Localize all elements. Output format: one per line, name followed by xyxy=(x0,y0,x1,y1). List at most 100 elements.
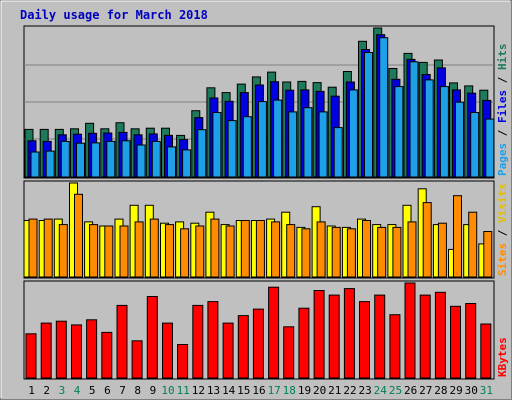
bar-pages-day-21 xyxy=(333,127,343,178)
bar-sites-day-28 xyxy=(437,222,447,278)
bar-pages-day-3 xyxy=(60,140,70,178)
x-tick-label-day-22: 22 xyxy=(343,384,356,397)
bar-sites-day-23 xyxy=(362,220,371,278)
x-tick-label-day-16: 16 xyxy=(252,384,265,397)
x-tick-label-day-5: 5 xyxy=(89,384,96,397)
panel-visits: Sites / Visits xyxy=(23,180,509,279)
panel-hits-legend-text: Pages / Files / Hits xyxy=(496,44,509,177)
series-sites xyxy=(28,193,493,278)
bar-kbytes-day-28 xyxy=(434,291,446,379)
bar-sites-day-31 xyxy=(483,231,493,278)
bar-pages-day-31 xyxy=(485,118,495,178)
bar-pages-day-1 xyxy=(30,151,40,178)
x-tick-label-day-1: 1 xyxy=(28,384,35,397)
bar-pages-day-12 xyxy=(197,129,207,178)
bar-pages-day-10 xyxy=(167,146,176,178)
bar-kbytes-day-5 xyxy=(86,319,98,379)
x-tick-label-day-3: 3 xyxy=(59,384,66,397)
legend-pages: Pages xyxy=(496,143,509,176)
x-tick-label-day-29: 29 xyxy=(449,384,462,397)
x-tick-label-day-13: 13 xyxy=(207,384,220,397)
bar-pages-day-4 xyxy=(76,142,85,178)
x-axis: 1 2 3 4 5 6 7 8 9 10 11 12 13 14 15 16 17 18 19 20 21 22 23 24 2… xyxy=(28,384,493,397)
legend-kbytes: KBytes xyxy=(496,337,509,377)
chart-title: Daily usage for March 2018 xyxy=(20,8,208,22)
bar-sites-day-15 xyxy=(240,220,250,278)
x-tick-label-day-9: 9 xyxy=(150,384,157,397)
bar-kbytes-day-18 xyxy=(283,326,295,379)
bar-pages-day-11 xyxy=(182,149,192,178)
bar-kbytes-day-14 xyxy=(222,322,234,379)
bar-sites-day-2 xyxy=(43,218,53,278)
bar-pages-day-28 xyxy=(439,86,449,178)
legend-separator: / xyxy=(496,123,509,143)
bar-kbytes-day-4 xyxy=(71,324,82,379)
bar-kbytes-day-23 xyxy=(359,301,370,379)
bar-pages-day-16 xyxy=(257,101,267,178)
panel-hits-legend: Pages / Files / Hits xyxy=(496,44,509,177)
x-tick-label-day-28: 28 xyxy=(434,384,447,397)
bar-kbytes-day-11 xyxy=(177,344,189,379)
bar-kbytes-day-15 xyxy=(237,315,249,379)
panel-visits-legend: Sites / Visits xyxy=(496,183,509,276)
bar-pages-day-19 xyxy=(303,107,313,178)
bar-pages-day-30 xyxy=(470,112,480,178)
bar-kbytes-day-9 xyxy=(146,296,158,379)
bar-pages-day-26 xyxy=(409,61,419,178)
bar-sites-day-24 xyxy=(377,226,387,278)
x-tick-label-day-19: 19 xyxy=(298,384,311,397)
bar-kbytes-day-2 xyxy=(40,322,52,379)
bar-kbytes-day-8 xyxy=(131,340,143,379)
legend-separator: / xyxy=(496,70,509,90)
x-tick-label-day-18: 18 xyxy=(283,384,296,397)
x-tick-label-day-12: 12 xyxy=(192,384,205,397)
bar-sites-day-11 xyxy=(180,228,190,278)
series-visits xyxy=(23,182,488,278)
x-tick-label-day-27: 27 xyxy=(419,384,432,397)
bar-kbytes-day-3 xyxy=(55,320,67,379)
x-tick-label-day-7: 7 xyxy=(119,384,126,397)
bar-kbytes-day-27 xyxy=(419,294,431,379)
bar-kbytes-day-1 xyxy=(25,333,37,379)
bar-sites-day-9 xyxy=(149,218,159,278)
bar-pages-day-14 xyxy=(227,120,237,178)
x-tick-label-day-4: 4 xyxy=(74,384,81,397)
x-tick-label-day-30: 30 xyxy=(465,384,478,397)
bar-sites-day-13 xyxy=(210,218,220,278)
bar-pages-day-22 xyxy=(348,89,358,178)
series-pages xyxy=(30,37,495,178)
bar-pages-day-8 xyxy=(136,144,146,178)
series-kbytes xyxy=(25,282,492,379)
bar-sites-day-6 xyxy=(104,225,114,278)
x-tick-label-day-17: 17 xyxy=(268,384,281,397)
bar-pages-day-7 xyxy=(121,140,131,178)
bar-pages-day-23 xyxy=(364,52,373,178)
bar-kbytes-day-21 xyxy=(328,294,340,379)
bar-sites-day-16 xyxy=(255,220,265,278)
bar-kbytes-day-31 xyxy=(480,323,492,379)
bar-sites-day-26 xyxy=(407,221,417,278)
bar-sites-day-1 xyxy=(28,218,38,278)
bar-sites-day-19 xyxy=(301,228,311,278)
panel-kbytes-legend: KBytes xyxy=(496,337,509,377)
bar-sites-day-17 xyxy=(271,221,281,278)
bar-kbytes-day-30 xyxy=(465,303,477,379)
bar-kbytes-day-7 xyxy=(116,304,128,379)
bar-sites-day-27 xyxy=(422,202,432,278)
bar-pages-day-27 xyxy=(424,79,434,178)
panel-visits-legend-text: Sites / Visits xyxy=(496,183,509,276)
bar-pages-day-13 xyxy=(212,112,222,178)
bar-sites-day-18 xyxy=(286,224,296,278)
bar-kbytes-day-24 xyxy=(374,294,386,379)
x-tick-label-day-20: 20 xyxy=(313,384,326,397)
bar-sites-day-14 xyxy=(225,225,235,278)
bar-sites-day-3 xyxy=(58,224,68,278)
x-tick-label-day-6: 6 xyxy=(104,384,111,397)
bar-sites-day-30 xyxy=(468,211,478,278)
bar-sites-day-7 xyxy=(119,225,129,278)
bar-pages-day-17 xyxy=(273,99,283,178)
bar-kbytes-day-20 xyxy=(313,290,325,379)
legend-visits: Visits xyxy=(496,183,509,223)
